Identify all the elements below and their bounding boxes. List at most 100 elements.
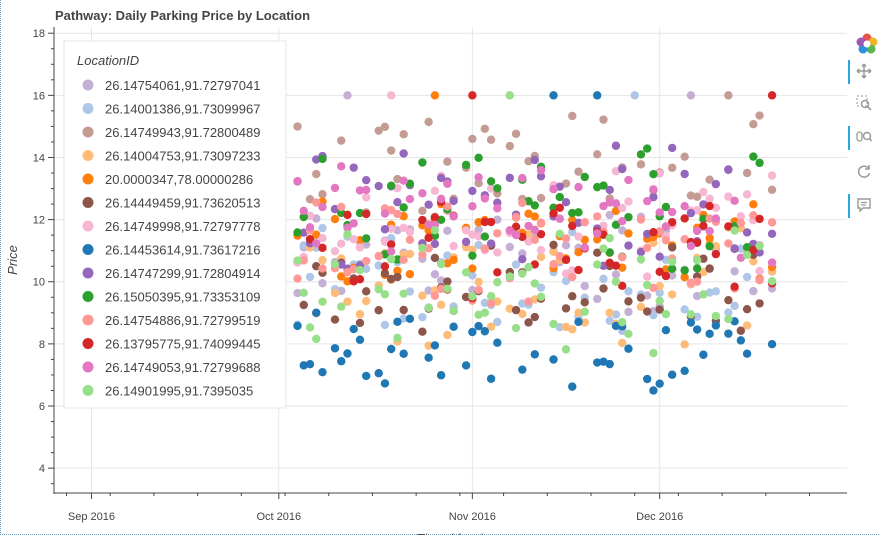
legend-item[interactable]: 26.14749998,91.72797778 xyxy=(82,219,261,234)
legend-label: 26.14004753,91.73097233 xyxy=(105,149,260,164)
series-group xyxy=(293,225,777,358)
data-point xyxy=(511,222,521,231)
data-point xyxy=(649,310,658,320)
data-point xyxy=(624,287,633,296)
data-point xyxy=(605,185,614,195)
data-point xyxy=(468,264,477,273)
legend-item[interactable]: 26.14901995,91.7395035 xyxy=(82,384,254,399)
data-point xyxy=(405,179,415,188)
data-point xyxy=(305,323,315,332)
data-point xyxy=(486,184,496,193)
data-point xyxy=(561,269,571,278)
data-point xyxy=(724,308,733,317)
data-point xyxy=(337,302,346,311)
data-point xyxy=(649,283,658,293)
data-point xyxy=(692,264,702,273)
legend-item[interactable]: 26.14754061,91.72797041 xyxy=(82,78,261,93)
data-point xyxy=(661,222,671,231)
data-point xyxy=(618,253,627,262)
legend-item[interactable]: 26.14001386,91.73099967 xyxy=(82,102,261,117)
data-point xyxy=(642,272,652,281)
data-point xyxy=(730,282,739,291)
data-point xyxy=(405,249,415,259)
data-point xyxy=(692,255,702,265)
data-point xyxy=(749,120,758,129)
legend-item[interactable]: 26.14754886,91.72799519 xyxy=(82,313,261,328)
data-point xyxy=(461,361,471,370)
data-point xyxy=(430,239,440,249)
data-point xyxy=(480,124,490,134)
data-point xyxy=(362,240,371,249)
data-point xyxy=(593,150,602,159)
data-point xyxy=(380,379,390,388)
data-point xyxy=(355,265,365,275)
data-point xyxy=(699,350,708,359)
data-point xyxy=(642,307,652,316)
data-point xyxy=(424,200,433,209)
pan-tool[interactable] xyxy=(848,58,879,86)
data-point xyxy=(536,166,546,175)
data-point xyxy=(293,274,302,283)
data-point xyxy=(593,229,602,238)
data-point xyxy=(318,367,327,377)
wheel-zoom-tool[interactable] xyxy=(848,124,879,152)
data-point xyxy=(680,235,689,244)
y-tick-label: 16 xyxy=(33,90,45,102)
box-zoom-tool[interactable] xyxy=(848,90,879,118)
legend-item[interactable]: 26.14749053,91.72799688 xyxy=(82,360,261,375)
data-point xyxy=(618,164,627,174)
reset-tool[interactable] xyxy=(848,158,879,186)
data-point-max-price xyxy=(430,91,440,100)
data-point xyxy=(386,205,396,215)
legend-label: 26.14453614,91.73617216 xyxy=(105,243,260,258)
legend-marker xyxy=(82,267,94,279)
legend-item[interactable]: 26.14747299,91.72804914 xyxy=(82,266,261,281)
data-point xyxy=(724,192,733,201)
hover-icon xyxy=(857,198,871,213)
data-point xyxy=(568,292,577,301)
y-tick-label: 18 xyxy=(33,28,45,40)
data-point xyxy=(424,303,433,313)
data-point xyxy=(549,319,558,329)
data-point xyxy=(667,218,677,227)
data-point xyxy=(699,267,708,277)
data-point xyxy=(574,218,583,228)
data-point xyxy=(711,214,721,223)
data-point xyxy=(561,198,571,207)
data-point xyxy=(349,163,358,172)
data-point-max-price xyxy=(724,91,733,100)
data-point xyxy=(549,259,558,269)
data-point xyxy=(536,252,546,262)
data-point xyxy=(536,245,546,255)
data-point xyxy=(312,169,321,179)
data-point xyxy=(518,198,527,208)
data-point xyxy=(549,247,558,257)
legend-label: 26.14754061,91.72797041 xyxy=(105,78,260,93)
data-point xyxy=(730,226,739,235)
data-point xyxy=(767,229,777,239)
legend-item[interactable]: 26.14004753,91.73097233 xyxy=(82,149,261,164)
legend-item[interactable]: 26.14449459,91.73620513 xyxy=(82,196,261,211)
legend-item[interactable]: 26.14749943,91.72800489 xyxy=(82,125,261,140)
data-point xyxy=(337,202,346,212)
legend-item[interactable]: 26.13795775,91.74099445 xyxy=(82,337,261,352)
data-point xyxy=(430,213,440,222)
bokeh-logo-icon[interactable] xyxy=(848,28,879,56)
legend-label: 26.14747299,91.72804914 xyxy=(105,266,260,281)
legend[interactable]: LocationID 26.14754061,91.72797041 26.1400… xyxy=(63,40,287,409)
hover-tool[interactable] xyxy=(848,192,879,220)
data-point xyxy=(655,296,664,306)
legend-item[interactable]: 26.15050395,91.73353109 xyxy=(82,290,261,305)
y-tick-label: 8 xyxy=(39,339,45,351)
data-point xyxy=(318,279,327,288)
data-point xyxy=(742,250,752,260)
data-point xyxy=(355,208,365,218)
legend-item[interactable]: 26.14453614,91.73617216 xyxy=(82,243,261,258)
data-point xyxy=(568,111,577,121)
data-point xyxy=(680,214,689,223)
reset-icon xyxy=(857,165,871,178)
legend-item[interactable]: 20.0000347,78.00000286 xyxy=(82,172,254,187)
data-point xyxy=(611,277,621,286)
data-point xyxy=(505,141,515,151)
